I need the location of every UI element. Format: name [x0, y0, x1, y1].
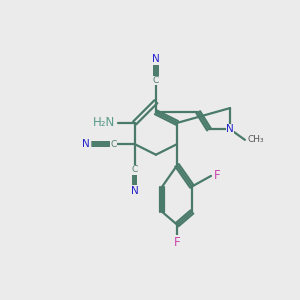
Text: C: C [110, 140, 117, 148]
Text: C: C [153, 76, 159, 85]
Text: H₂N: H₂N [92, 116, 115, 129]
Text: C: C [132, 165, 138, 174]
Text: CH₃: CH₃ [248, 135, 265, 144]
Text: H₂N: H₂N [92, 116, 115, 129]
Text: CH₃: CH₃ [248, 135, 265, 144]
Text: N: N [226, 124, 234, 134]
Text: N: N [131, 186, 139, 196]
Text: N: N [152, 54, 160, 64]
Text: F: F [214, 169, 220, 182]
Text: C: C [132, 165, 138, 174]
Text: F: F [214, 169, 220, 182]
Text: C: C [153, 76, 159, 85]
Text: N: N [152, 54, 160, 64]
Text: C: C [110, 140, 117, 148]
Text: N: N [82, 139, 89, 149]
Text: F: F [174, 236, 180, 249]
Text: F: F [174, 236, 180, 249]
Text: N: N [226, 124, 234, 134]
Text: N: N [82, 139, 89, 149]
Text: N: N [131, 186, 139, 196]
